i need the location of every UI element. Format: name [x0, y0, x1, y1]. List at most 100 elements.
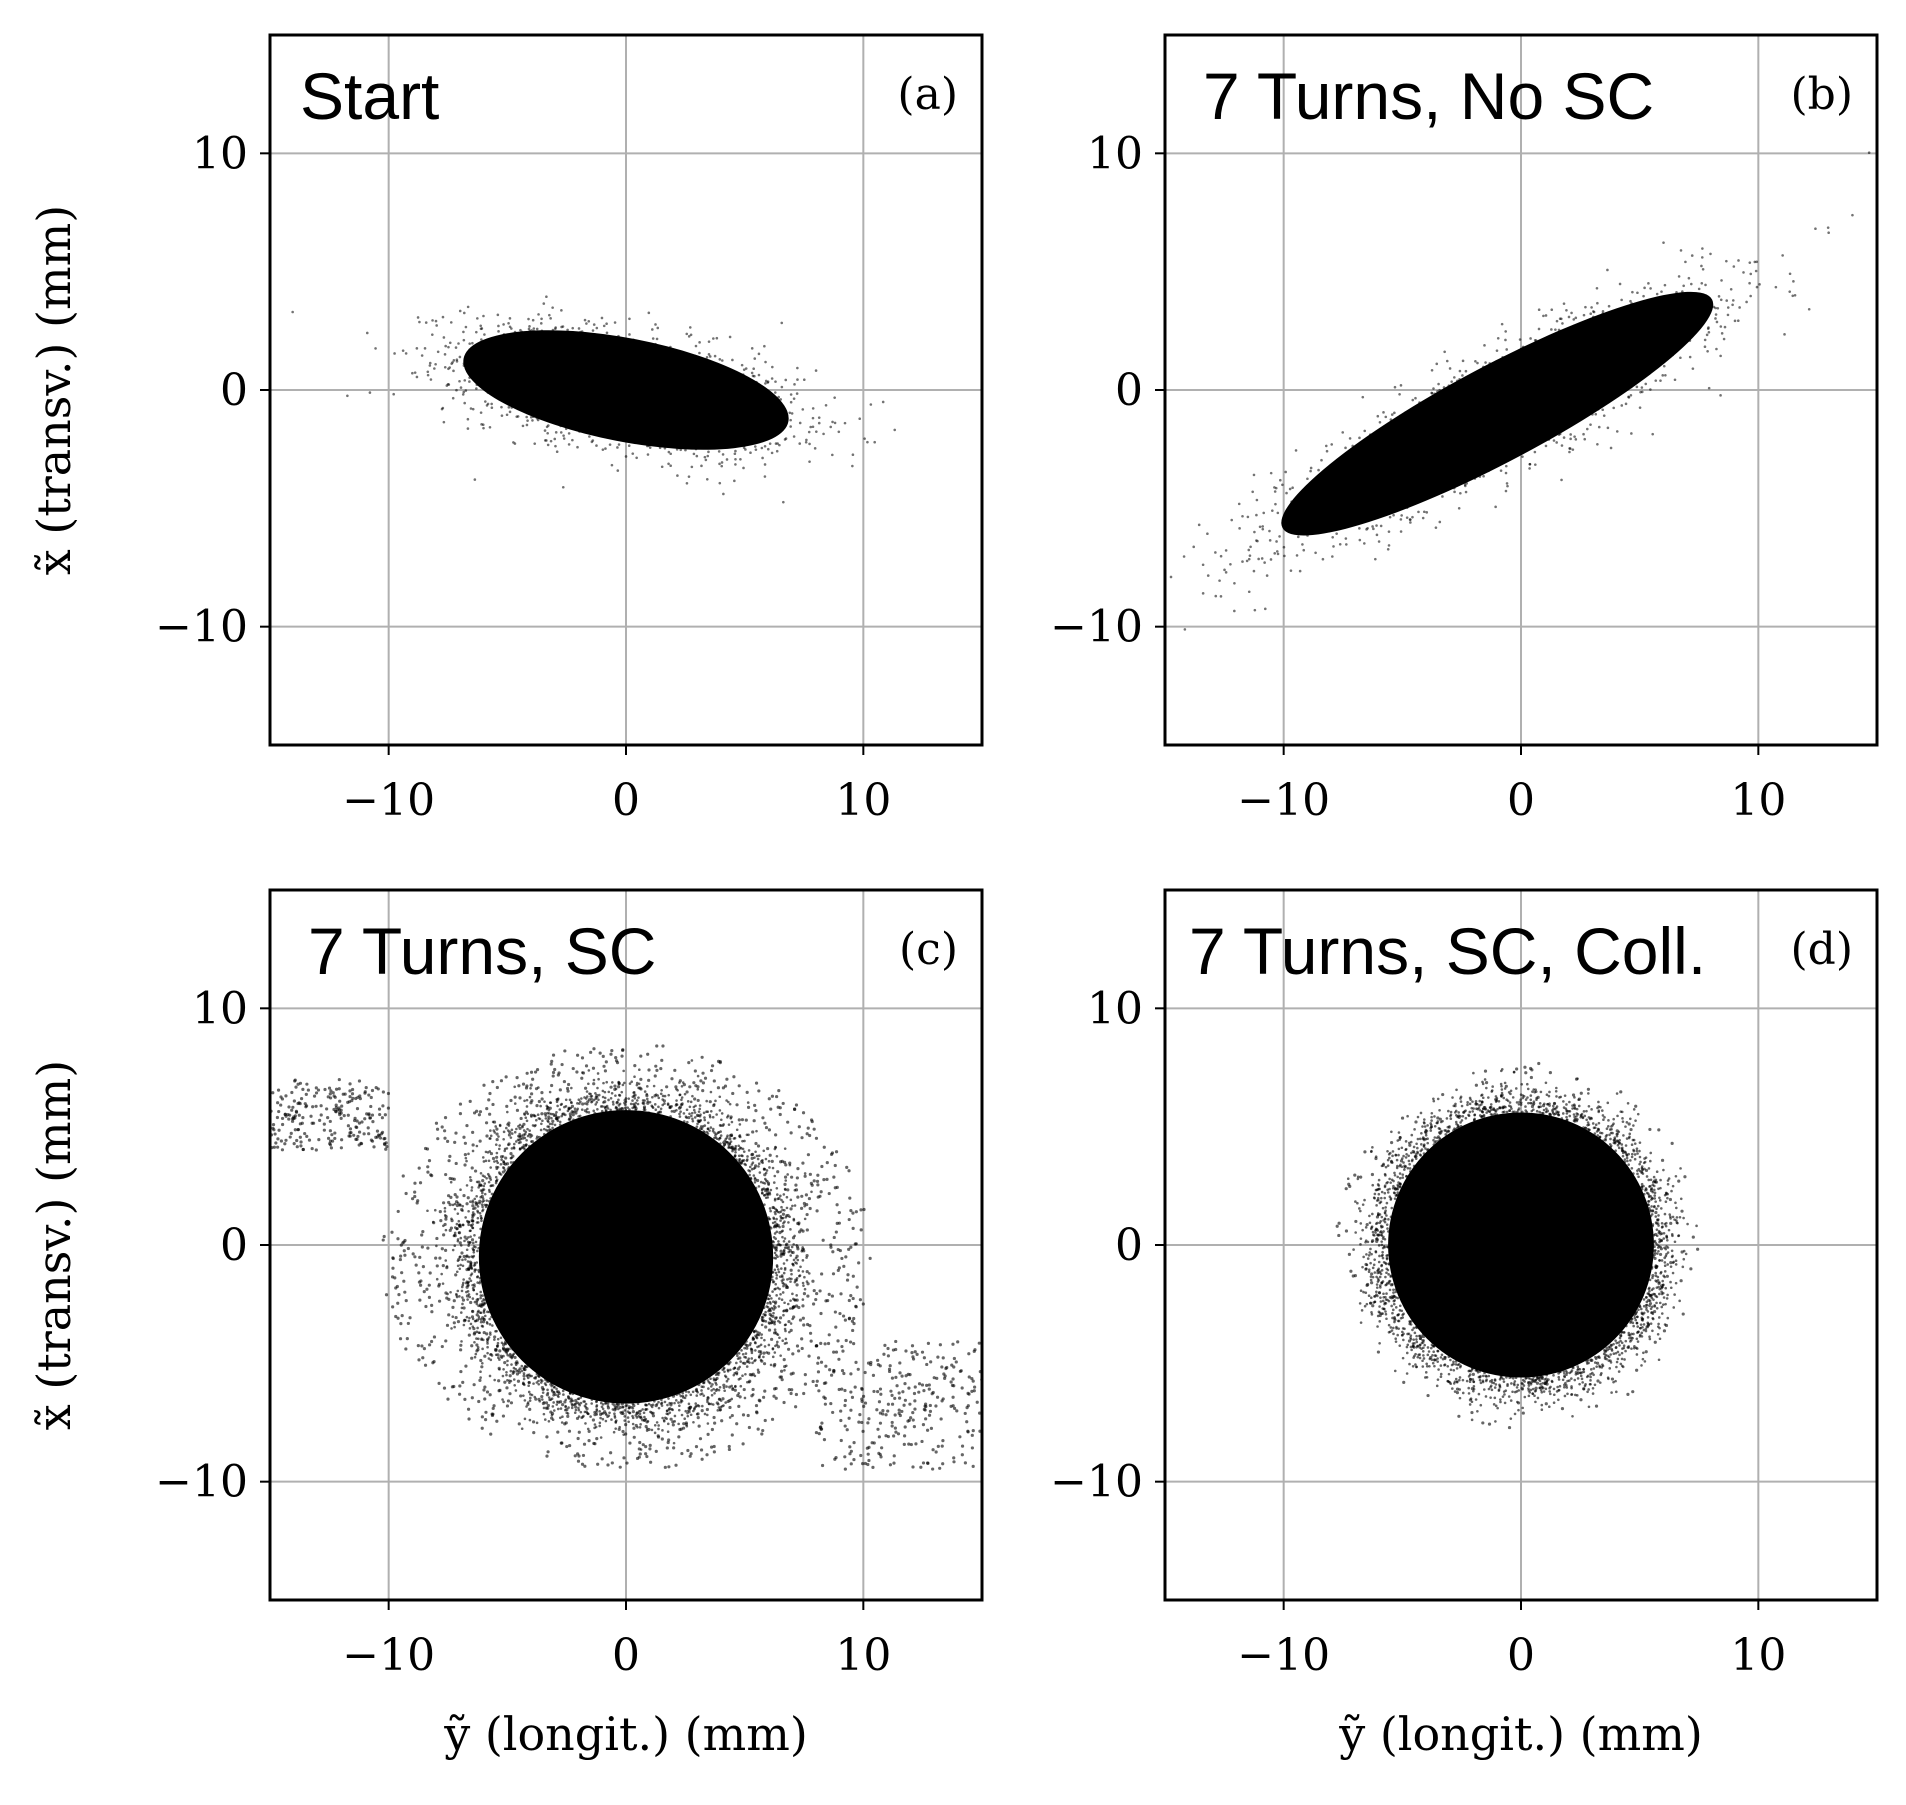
data-point	[624, 1108, 628, 1112]
data-point	[692, 392, 696, 395]
data-point	[1436, 397, 1440, 400]
data-point	[674, 431, 678, 434]
data-point	[1561, 402, 1565, 405]
data-point	[1509, 435, 1513, 438]
data-point	[676, 474, 679, 477]
data-point	[1559, 408, 1563, 411]
data-point	[638, 362, 641, 366]
data-point	[1336, 513, 1340, 516]
data-point	[646, 433, 650, 436]
data-point	[617, 391, 620, 394]
data-point	[1582, 366, 1586, 370]
data-point	[663, 417, 666, 421]
data-point	[746, 420, 750, 424]
data-point	[473, 1268, 477, 1271]
data-point	[1722, 337, 1726, 341]
data-point	[1283, 554, 1286, 558]
data-point	[1256, 539, 1259, 543]
data-point	[1483, 412, 1487, 415]
data-point	[723, 1389, 726, 1393]
data-point	[607, 418, 611, 422]
data-point	[413, 371, 417, 374]
data-point	[660, 465, 664, 469]
data-point	[1249, 545, 1252, 549]
data-point	[684, 435, 688, 438]
data-point	[1376, 414, 1380, 418]
data-point	[597, 417, 601, 420]
data-point	[633, 435, 637, 439]
data-point	[772, 1311, 775, 1315]
data-point	[1749, 272, 1753, 276]
data-point	[745, 395, 749, 399]
data-point	[704, 458, 708, 462]
data-point	[531, 318, 535, 322]
data-point	[484, 1159, 488, 1163]
data-point	[1367, 441, 1371, 445]
data-point	[1531, 355, 1534, 359]
data-point	[1572, 324, 1576, 328]
data-point	[1432, 471, 1435, 475]
data-point	[1380, 450, 1384, 454]
data-point	[1517, 393, 1521, 397]
data-point	[1636, 291, 1639, 295]
data-point	[673, 392, 677, 396]
data-point	[724, 387, 728, 391]
data-point	[617, 435, 620, 438]
data-point	[720, 367, 724, 370]
data-point	[1547, 337, 1550, 340]
data-point	[645, 374, 648, 378]
data-point	[1496, 407, 1499, 411]
data-point	[488, 1190, 491, 1194]
data-point	[640, 440, 644, 443]
data-point	[1423, 415, 1427, 419]
data-point	[1257, 557, 1260, 561]
data-point	[1376, 476, 1380, 480]
data-point	[659, 356, 662, 360]
data-point	[1620, 342, 1624, 345]
data-point	[714, 415, 718, 419]
data-point	[1528, 379, 1532, 382]
data-point	[807, 430, 811, 434]
data-point	[753, 1180, 757, 1184]
data-point	[516, 406, 520, 410]
data-point	[1498, 408, 1502, 412]
data-point	[1527, 399, 1531, 403]
data-point	[465, 1315, 469, 1319]
data-point	[484, 1150, 488, 1154]
data-point	[1428, 444, 1431, 448]
data-point	[732, 409, 736, 412]
data-point	[649, 396, 653, 400]
data-point	[590, 388, 594, 392]
data-point	[1660, 320, 1664, 324]
data-point	[1650, 365, 1653, 369]
data-point	[698, 341, 701, 344]
data-point	[707, 385, 711, 389]
data-point	[703, 417, 706, 420]
data-point	[1145, 550, 1148, 553]
data-point	[1446, 408, 1450, 412]
data-point	[1574, 316, 1578, 320]
data-point	[462, 390, 466, 394]
data-point	[1642, 294, 1645, 298]
data-point	[515, 1140, 518, 1143]
data-point	[1654, 310, 1658, 314]
data-point	[634, 386, 638, 390]
data-point	[1647, 359, 1650, 363]
data-point	[525, 1105, 529, 1108]
data-point	[663, 387, 667, 391]
data-point	[497, 1356, 500, 1359]
data-point	[1674, 302, 1678, 306]
data-point	[629, 353, 632, 357]
data-point	[1458, 439, 1462, 443]
y-tick-label: −10	[1050, 602, 1143, 653]
data-point	[617, 423, 621, 426]
data-point	[1392, 465, 1395, 468]
data-point	[1378, 474, 1382, 478]
data-point	[1528, 467, 1531, 470]
data-point	[622, 398, 625, 402]
data-point	[531, 355, 535, 358]
data-point	[1581, 369, 1584, 373]
data-point	[744, 383, 747, 386]
data-point	[1633, 365, 1637, 368]
data-point	[542, 302, 546, 305]
